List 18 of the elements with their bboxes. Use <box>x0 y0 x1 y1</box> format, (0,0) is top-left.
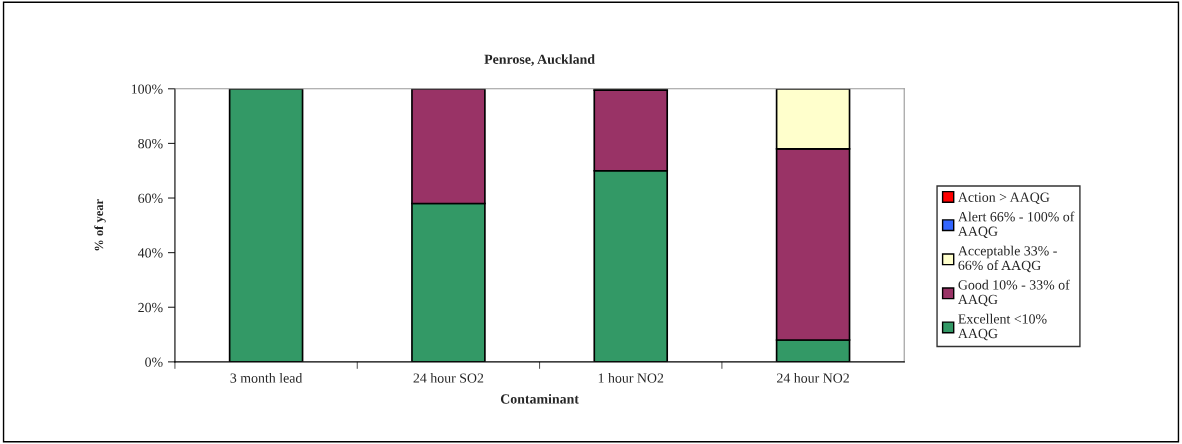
legend-label: Excellent <10% AAQG <box>958 313 1047 341</box>
y-tick-label: 0% <box>145 357 163 367</box>
x-tick-label: 3 month lead <box>230 372 303 383</box>
y-tick-label: 20% <box>138 302 163 313</box>
legend-label: Acceptable 33% - 66% of AAQG <box>958 245 1057 273</box>
y-tick-label: 80% <box>138 138 163 149</box>
y-tick-label: 60% <box>138 193 163 204</box>
y-tick-label: 100% <box>131 84 163 94</box>
legend-label: Alert 66% - 100% of AAQG <box>958 211 1075 239</box>
y-tick-label: 40% <box>137 248 163 258</box>
x-axis-title: Contaminant <box>500 393 579 404</box>
x-tick-label: 24 hour SO2 <box>413 372 484 383</box>
y-axis-title: % of year <box>94 199 106 251</box>
legend-label: Good 10% - 33% of AAQG <box>958 279 1070 307</box>
legend-label: Action > AAQG <box>958 192 1050 205</box>
x-tick-label: 24 hour NO2 <box>777 372 849 383</box>
chart-title: Penrose, Auckland <box>484 54 595 66</box>
x-tick-label: 1 hour NO2 <box>598 372 664 383</box>
